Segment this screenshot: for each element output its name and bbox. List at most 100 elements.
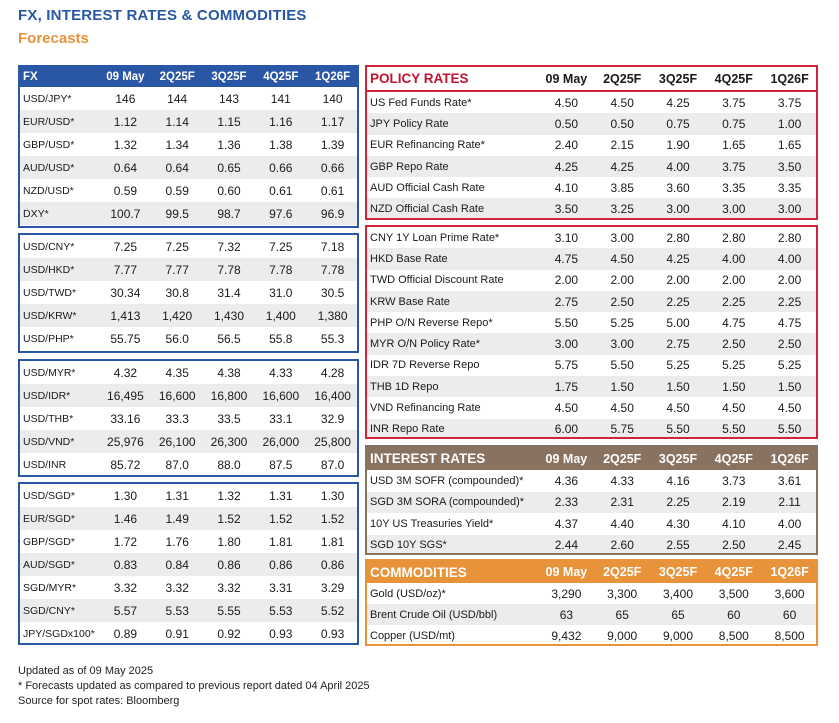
row-label: SGD/MYR* <box>23 581 77 594</box>
cell-value: 2.45 <box>760 534 816 553</box>
cell-value: 3.00 <box>537 333 593 355</box>
cell-value: 0.65 <box>201 156 254 179</box>
cell-value: 4.25 <box>666 95 690 110</box>
cell-value: 16,600 <box>149 384 202 407</box>
table-row: 10Y US Treasuries Yield* 4.37 4.40 4.30 4.10… <box>367 513 816 535</box>
table-row: USD/HKD* 7.77 7.77 7.78 7.78 7.78 <box>20 258 357 281</box>
table-row: AUD/USD* 0.64 0.64 0.65 0.66 0.66 <box>20 156 357 179</box>
table-row: GBP/SGD* 1.72 1.76 1.80 1.81 1.81 <box>20 530 357 553</box>
cell-value: 0.84 <box>149 553 202 576</box>
cell-value: 9,000 <box>607 628 638 643</box>
row-label: IDR 7D Reverse Repo <box>370 359 480 372</box>
cell-value: 1,400 <box>253 304 306 327</box>
cell-value: 3.75 <box>704 155 761 178</box>
cell-value: 2.25 <box>648 290 705 313</box>
table-row: IDR 7D Reverse Repo 5.75 5.50 5.25 5.25 5.25 <box>367 355 816 376</box>
cell-value: 3,300 <box>607 586 638 601</box>
cell-value: 3.85 <box>610 180 634 195</box>
table-row: NZD/USD* 0.59 0.59 0.60 0.61 0.61 <box>20 179 357 202</box>
header-row: INTEREST RATES 09 May 2Q25F 3Q25F 4Q25F 1Q26F <box>367 447 816 470</box>
cell-value: 4.75 <box>537 248 593 270</box>
cell-value: 0.91 <box>165 626 189 641</box>
table-row: Brent Crude Oil (USD/bbl) 63 65 65 60 60 <box>367 604 816 625</box>
table-row: USD/SGD* 1.30 1.31 1.32 1.31 1.30 <box>20 484 357 507</box>
row-label: NZD/USD* <box>23 184 74 197</box>
cell-value: 3.32 <box>113 580 138 595</box>
cell-value: 5.25 <box>666 358 690 373</box>
cell-value: 2.75 <box>648 333 705 355</box>
cell-value: 4.50 <box>610 95 634 110</box>
cell-value: 1.52 <box>201 507 254 530</box>
cell-value: 98.7 <box>201 202 254 225</box>
cell-value: 7.32 <box>217 239 241 254</box>
cell-value: 2.25 <box>760 290 816 313</box>
column-header: 4Q25F <box>253 67 306 87</box>
cell-value: 3.00 <box>648 198 705 218</box>
cell-value: 1.32 <box>217 488 241 503</box>
cell-value: 2.50 <box>592 290 649 313</box>
table-row: GBP Repo Rate 4.25 4.25 4.00 3.75 3.50 <box>367 155 816 178</box>
cell-value: 0.93 <box>320 626 345 641</box>
column-header: 09 May <box>98 67 150 87</box>
table-header-title: FX <box>20 67 98 87</box>
table-row: USD 3M SOFR (compounded)* 4.36 4.33 4.16 3.7… <box>367 470 816 492</box>
column-header: 3Q25F <box>648 447 705 470</box>
cell-value: 1,420 <box>149 304 202 327</box>
row-label: MYR O/N Policy Rate* <box>367 333 537 355</box>
cell-value: 3,500 <box>718 586 749 601</box>
cell-value: 9,432 <box>551 628 582 643</box>
cell-value: 2.75 <box>537 290 593 313</box>
cell-value: 3.00 <box>704 198 761 218</box>
cell-value: 60 <box>704 604 761 625</box>
data-table: INTEREST RATES 09 May 2Q25F 3Q25F 4Q25F 1Q26F… <box>367 447 816 553</box>
cell-value: 0.61 <box>320 183 345 198</box>
table-row: SGD/MYR* 3.32 3.32 3.32 3.31 3.29 <box>20 576 357 599</box>
table-row: USD/VND* 25,976 26,100 26,300 26,000 25,800 <box>20 430 357 453</box>
cell-value: 7.78 <box>253 258 306 281</box>
row-label: AUD/SGD* <box>20 553 98 576</box>
data-table: USD/SGD* 1.30 1.31 1.32 1.31 1.30 EUR/SGD* 1.46… <box>20 484 357 643</box>
cell-value: 3.35 <box>777 180 802 195</box>
row-label: GBP/SGD* <box>23 535 75 548</box>
cell-value: 55.8 <box>269 331 293 346</box>
cell-value: 1.46 <box>98 507 150 530</box>
cell-value: 1.49 <box>149 507 202 530</box>
cell-value: 1.50 <box>760 376 816 398</box>
row-label: GBP/USD* <box>23 138 75 151</box>
table-row: USD/PHP* 55.75 56.0 56.5 55.8 55.3 <box>20 327 357 350</box>
cell-value: 85.72 <box>110 457 141 472</box>
cell-value: 65 <box>592 604 649 625</box>
table-row: INR Repo Rate 6.00 5.75 5.50 5.50 5.50 <box>367 418 816 437</box>
cell-value: 2.11 <box>760 491 816 513</box>
cell-value: 1.50 <box>592 376 649 398</box>
column-header: 1Q26F <box>760 67 816 92</box>
cell-value: 33.1 <box>269 411 293 426</box>
cell-value: 0.59 <box>165 183 189 198</box>
cell-value: 2.55 <box>648 534 705 553</box>
cell-value: 2.19 <box>704 491 761 513</box>
cell-value: 5.53 <box>149 599 202 622</box>
cell-value: 5.55 <box>201 599 254 622</box>
cell-value: 9,000 <box>662 628 693 643</box>
table-row: USD/THB* 33.16 33.3 33.5 33.1 32.9 <box>20 407 357 430</box>
cell-value: 2.60 <box>592 534 649 553</box>
cell-value: 16,800 <box>201 384 254 407</box>
cell-value: 1,413 <box>98 304 150 327</box>
policy-rates-table-g10: POLICY RATES 09 May 2Q25F 3Q25F 4Q25F 1Q26F US… <box>365 65 818 220</box>
row-label: PHP O/N Reverse Repo* <box>370 316 493 329</box>
column-header: 09 May <box>537 447 593 470</box>
cell-value: 0.64 <box>98 156 150 179</box>
cell-value: 3.00 <box>760 198 816 218</box>
cell-value: 3.75 <box>722 95 746 110</box>
cell-value: 2.00 <box>722 273 746 288</box>
cell-value: 4.25 <box>592 155 649 178</box>
cell-value: 3,600 <box>774 586 805 601</box>
cell-value: 4.50 <box>592 248 649 270</box>
cell-value: 0.66 <box>305 156 357 179</box>
row-label: NZD Official Cash Rate <box>367 198 537 218</box>
cell-value: 1.00 <box>760 113 816 135</box>
row-label: 10Y US Treasuries Yield* <box>370 517 494 530</box>
column-header: 2Q25F <box>149 67 202 87</box>
cell-value: 3.31 <box>269 580 293 595</box>
cell-value: 1.39 <box>320 137 345 152</box>
